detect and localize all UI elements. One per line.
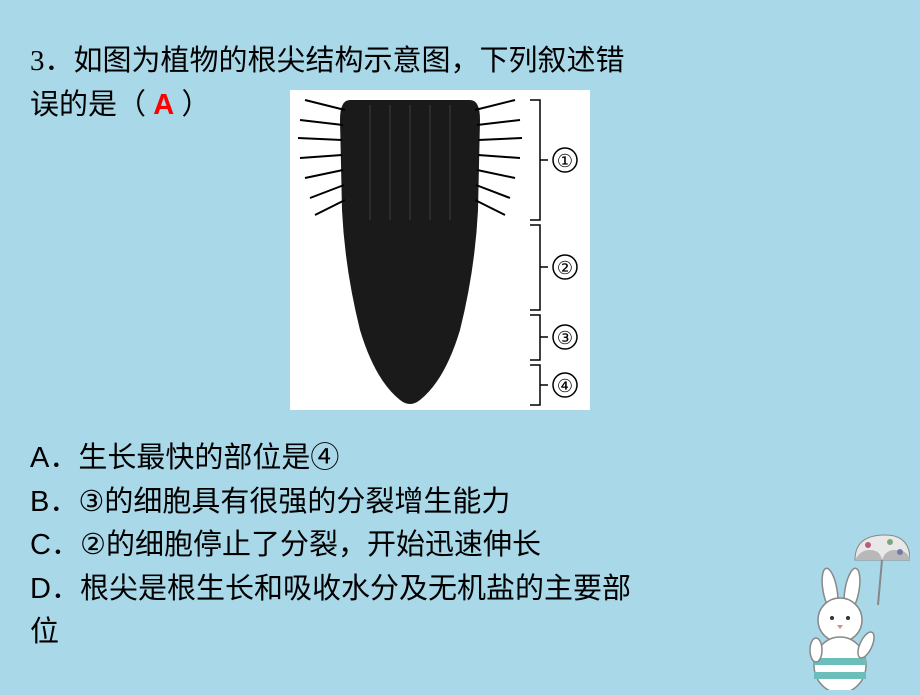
option-c-letter: C．: [30, 529, 80, 561]
bunny-svg: [760, 530, 910, 690]
option-c-text: ②的细胞停止了分裂，开始迅速伸长: [80, 529, 541, 561]
root-hair: [298, 138, 342, 140]
root-hair: [300, 155, 342, 158]
zone-brackets: ① ② ③ ④: [530, 100, 577, 405]
bracket-4: [530, 365, 548, 405]
bunny-eye: [830, 616, 834, 620]
umbrella-dot: [897, 549, 903, 555]
option-b-text: ③的细胞具有很强的分裂增生能力: [78, 486, 510, 518]
bracket-3: [530, 315, 548, 360]
root-hair: [476, 185, 510, 198]
bunny-stripe: [814, 672, 866, 679]
label-4: ④: [557, 376, 573, 396]
question-text-2b: ）: [181, 89, 210, 121]
root-hair: [475, 100, 515, 110]
root-hair: [475, 200, 505, 215]
root-hair: [300, 120, 343, 125]
bunny-head: [818, 598, 862, 642]
diagram-svg: ① ② ③ ④: [290, 90, 590, 410]
root-hair: [305, 170, 343, 178]
question-line-1: 3．如图为植物的根尖结构示意图，下列叙述错: [30, 40, 890, 84]
bunny-eye: [846, 616, 850, 620]
root-hair: [477, 170, 515, 178]
root-body: [298, 100, 522, 404]
root-hair: [305, 100, 345, 110]
umbrella-dot: [887, 539, 893, 545]
answer-letter: A: [153, 89, 174, 121]
bunny-arm: [810, 638, 822, 662]
option-b: B．③的细胞具有很强的分裂增生能力: [30, 481, 890, 525]
option-a: A．生长最快的部位是④: [30, 437, 890, 481]
question-text-2a: 误的是（: [30, 89, 146, 121]
bunny-stripe: [814, 658, 866, 665]
root-hair: [315, 200, 345, 215]
bracket-1: [530, 100, 548, 220]
option-b-letter: B．: [30, 486, 78, 518]
bunny-decoration: [760, 530, 910, 690]
option-d-text-2: 位: [30, 616, 59, 648]
root-tip-diagram: ① ② ③ ④: [290, 90, 590, 410]
option-d-text-1: 根尖是根生长和吸收水分及无机盐的主要部: [80, 573, 631, 605]
label-3: ③: [557, 328, 573, 348]
root-hair: [478, 138, 522, 140]
option-a-letter: A．: [30, 442, 78, 474]
label-2: ②: [557, 258, 573, 278]
root-hair: [310, 185, 344, 198]
umbrella-dot: [865, 542, 871, 548]
question-text-1: 如图为植物的根尖结构示意图，下列叙述错: [74, 45, 625, 77]
root-hair: [478, 155, 520, 158]
umbrella-handle: [878, 560, 882, 605]
label-1: ①: [557, 151, 573, 171]
question-number: 3．: [30, 45, 74, 77]
umbrella-icon: [855, 535, 910, 605]
bracket-2: [530, 225, 548, 310]
root-hair: [477, 120, 520, 125]
option-d-letter: D．: [30, 573, 80, 605]
bunny-icon: [810, 567, 877, 690]
option-a-text: 生长最快的部位是④: [78, 442, 339, 474]
